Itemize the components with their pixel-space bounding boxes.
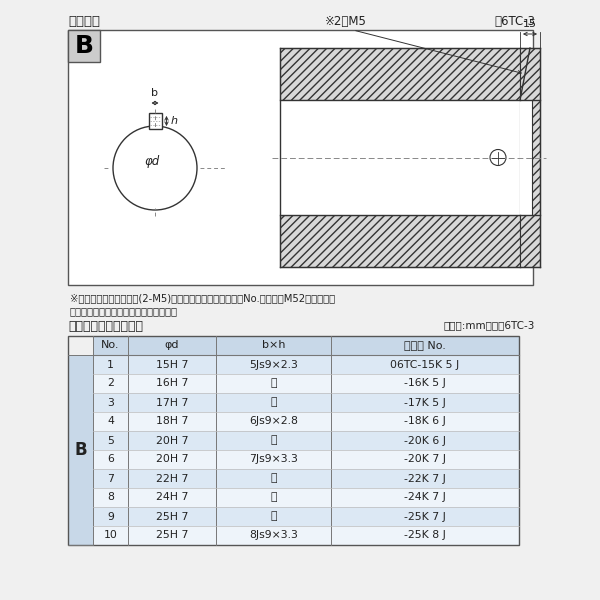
- Bar: [93, 355, 519, 374]
- Text: 10: 10: [104, 530, 118, 541]
- Bar: [93, 431, 519, 450]
- Text: 〃: 〃: [270, 379, 277, 389]
- Text: 9: 9: [107, 511, 114, 521]
- Text: 20H 7: 20H 7: [156, 436, 188, 445]
- FancyBboxPatch shape: [520, 100, 532, 215]
- Text: h: h: [170, 116, 178, 126]
- Text: -22K 7 J: -22K 7 J: [404, 473, 446, 484]
- Text: No.: No.: [101, 340, 120, 350]
- Text: -16K 5 J: -16K 5 J: [404, 379, 446, 389]
- Text: 24H 7: 24H 7: [156, 493, 188, 503]
- Text: 15H 7: 15H 7: [156, 359, 188, 370]
- FancyBboxPatch shape: [149, 113, 161, 129]
- Text: （セットボルトは付属されています。）: （セットボルトは付属されています。）: [70, 306, 178, 316]
- Bar: [68, 336, 519, 545]
- Text: 4: 4: [107, 416, 114, 427]
- Text: 22H 7: 22H 7: [156, 473, 188, 484]
- Text: ※セットボルト用タップ(2-M5)が必要な場合は右記コードNo.の末尾にM52を付ける。: ※セットボルト用タップ(2-M5)が必要な場合は右記コードNo.の末尾にM52を…: [70, 293, 335, 303]
- FancyBboxPatch shape: [68, 30, 100, 62]
- Text: B: B: [74, 34, 94, 58]
- Text: 〃: 〃: [270, 511, 277, 521]
- Bar: [93, 488, 519, 507]
- Text: 7Js9×3.3: 7Js9×3.3: [249, 455, 298, 464]
- Text: 16H 7: 16H 7: [156, 379, 188, 389]
- Bar: [93, 374, 519, 393]
- Bar: [93, 469, 519, 488]
- Text: ※2－M5: ※2－M5: [325, 15, 367, 28]
- Text: 囶6TC-3: 囶6TC-3: [494, 15, 535, 28]
- Text: 6Js9×2.8: 6Js9×2.8: [249, 416, 298, 427]
- Text: 3: 3: [107, 397, 114, 407]
- Text: -20K 6 J: -20K 6 J: [404, 436, 446, 445]
- Text: 18H 7: 18H 7: [156, 416, 188, 427]
- Bar: [93, 393, 519, 412]
- Text: 軸稴形状コード一覧表: 軸稴形状コード一覧表: [68, 320, 143, 333]
- Text: コード No.: コード No.: [404, 340, 446, 350]
- Bar: [93, 526, 519, 545]
- Text: φd: φd: [165, 340, 179, 350]
- Bar: [93, 412, 519, 431]
- Text: -20K 7 J: -20K 7 J: [404, 455, 446, 464]
- Text: 17H 7: 17H 7: [156, 397, 188, 407]
- Text: 5: 5: [107, 436, 114, 445]
- FancyBboxPatch shape: [280, 100, 520, 215]
- Bar: [93, 336, 519, 355]
- Text: 2: 2: [107, 379, 114, 389]
- Text: -18K 6 J: -18K 6 J: [404, 416, 446, 427]
- Text: -25K 7 J: -25K 7 J: [404, 511, 446, 521]
- Text: b×h: b×h: [262, 340, 285, 350]
- Text: 〃: 〃: [270, 436, 277, 445]
- Text: 〃: 〃: [270, 473, 277, 484]
- Text: 20H 7: 20H 7: [156, 455, 188, 464]
- Text: 1: 1: [107, 359, 114, 370]
- Text: （単位:mm）　表6TC-3: （単位:mm） 表6TC-3: [443, 320, 535, 330]
- Text: 5Js9×2.3: 5Js9×2.3: [249, 359, 298, 370]
- Text: -17K 5 J: -17K 5 J: [404, 397, 446, 407]
- Text: B: B: [74, 441, 87, 459]
- Text: 06TC-15K 5 J: 06TC-15K 5 J: [391, 359, 460, 370]
- FancyBboxPatch shape: [520, 48, 540, 267]
- Text: 6: 6: [107, 455, 114, 464]
- Text: 8Js9×3.3: 8Js9×3.3: [249, 530, 298, 541]
- Bar: [68, 355, 93, 545]
- Text: 15: 15: [523, 19, 537, 29]
- Text: 7: 7: [107, 473, 114, 484]
- Text: φd: φd: [145, 155, 160, 169]
- FancyBboxPatch shape: [280, 48, 520, 100]
- Text: 25H 7: 25H 7: [156, 530, 188, 541]
- Text: 25H 7: 25H 7: [156, 511, 188, 521]
- Text: -24K 7 J: -24K 7 J: [404, 493, 446, 503]
- Text: 8: 8: [107, 493, 114, 503]
- FancyBboxPatch shape: [280, 215, 520, 267]
- Text: 〃: 〃: [270, 493, 277, 503]
- Text: b: b: [151, 88, 158, 98]
- Text: 軸稴形状: 軸稴形状: [68, 15, 100, 28]
- Text: -25K 8 J: -25K 8 J: [404, 530, 446, 541]
- FancyBboxPatch shape: [68, 30, 533, 285]
- Text: 〃: 〃: [270, 397, 277, 407]
- Bar: [93, 507, 519, 526]
- Bar: [93, 450, 519, 469]
